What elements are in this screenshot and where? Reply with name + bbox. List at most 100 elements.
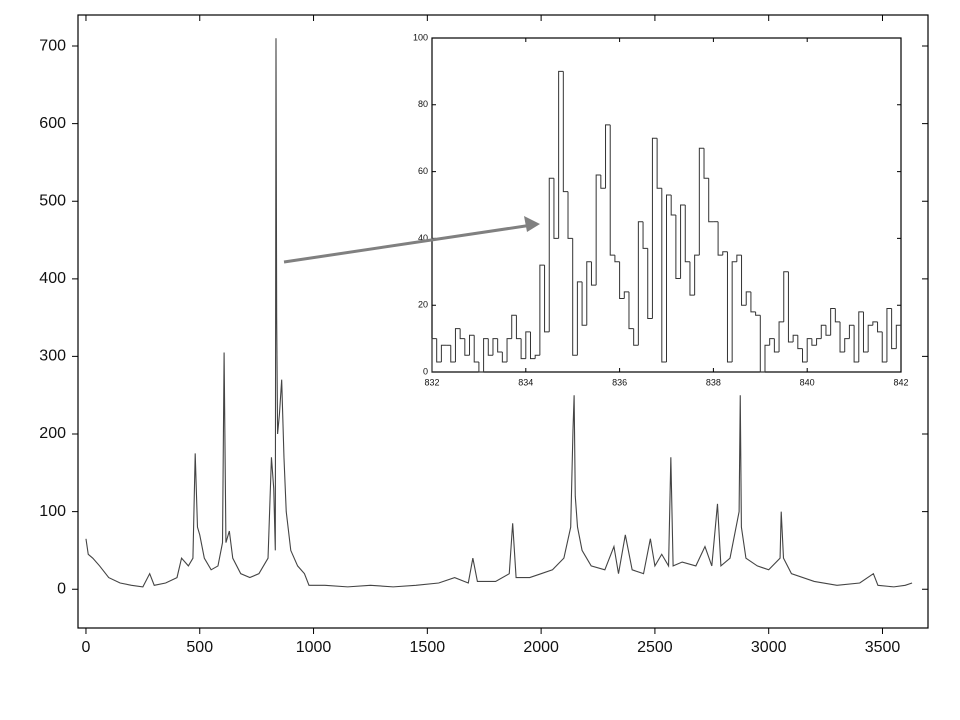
histogram-step	[558, 70, 564, 239]
histogram-step	[778, 321, 784, 352]
y-tick-label: 200	[39, 425, 66, 442]
histogram-step	[454, 328, 461, 362]
histogram-step	[703, 148, 709, 179]
histogram-step	[769, 338, 775, 346]
histogram-step	[881, 331, 887, 363]
histogram-step	[731, 261, 737, 362]
histogram-step	[619, 261, 625, 300]
histogram-step	[590, 261, 597, 286]
histogram-step	[872, 321, 878, 326]
y-tick-label: 20	[418, 300, 428, 310]
histogram-step	[595, 174, 601, 286]
histogram-step	[459, 328, 465, 340]
histogram-step	[853, 325, 859, 363]
histogram-step	[600, 174, 606, 189]
x-tick-label: 836	[612, 377, 627, 387]
x-tick-label: 3000	[751, 639, 787, 656]
histogram-step	[614, 255, 620, 263]
y-tick-label: 700	[39, 37, 66, 54]
histogram-step	[787, 271, 794, 343]
histogram-step	[553, 178, 559, 239]
histogram-step	[891, 308, 897, 350]
histogram-step	[816, 338, 822, 346]
y-tick-label: 0	[57, 580, 66, 597]
histogram-step	[848, 324, 855, 339]
histogram-step	[623, 291, 629, 299]
histogram-step	[750, 291, 756, 313]
y-tick-label: 300	[39, 348, 66, 365]
histogram-step	[529, 331, 536, 360]
histogram-step	[539, 264, 545, 356]
histogram-step	[633, 328, 639, 346]
histogram-step	[436, 338, 442, 363]
x-tick-label: 832	[424, 377, 439, 387]
histogram-step	[478, 361, 484, 373]
histogram-step	[670, 194, 676, 216]
histogram-step	[515, 315, 522, 340]
spectrum-line	[85, 38, 913, 588]
y-tick-label: 40	[418, 233, 428, 243]
histogram-step	[862, 311, 869, 353]
histogram-step	[637, 221, 644, 346]
histogram-step	[698, 147, 705, 256]
histogram-step	[741, 255, 747, 306]
y-tick-label: 500	[39, 192, 66, 209]
zoom-arrow	[283, 216, 540, 264]
histogram-step	[825, 325, 831, 336]
histogram-step	[450, 345, 456, 363]
histogram-step	[492, 338, 498, 356]
histogram-step	[544, 265, 550, 333]
histogram-step	[886, 308, 892, 362]
histogram-step	[501, 351, 508, 363]
histogram-step	[802, 348, 808, 363]
histogram-step	[759, 315, 765, 373]
histogram-step	[811, 338, 817, 346]
histogram-step	[562, 71, 569, 193]
y-tick-label: 0	[423, 366, 428, 376]
histogram-step	[661, 188, 667, 363]
histogram-step	[867, 324, 873, 352]
x-tick-label: 3500	[865, 639, 901, 656]
histogram-step	[806, 338, 812, 362]
y-tick-label: 100	[413, 32, 428, 42]
histogram-step	[755, 311, 761, 316]
histogram-step	[647, 248, 653, 320]
histogram-step	[511, 314, 517, 339]
histogram-step	[844, 338, 850, 352]
x-tick-label: 1000	[296, 639, 332, 656]
histogram-step	[609, 124, 615, 256]
arrow-head	[524, 216, 540, 232]
histogram-step	[628, 291, 634, 330]
histogram-step	[487, 338, 493, 356]
histogram-step	[581, 281, 587, 326]
histogram-step	[497, 338, 503, 353]
histogram-step	[431, 338, 437, 372]
histogram-step	[722, 251, 728, 256]
x-tick-label: 842	[893, 377, 908, 387]
histogram-step	[440, 344, 447, 362]
x-tick-label: 838	[706, 377, 721, 387]
histogram-step	[783, 271, 789, 322]
arrow-shaft	[283, 223, 533, 264]
x-tick-label: 0	[82, 639, 91, 656]
histogram-step	[839, 321, 845, 353]
histogram-step	[858, 311, 864, 362]
histogram-step	[684, 205, 690, 263]
y-tick-label: 600	[39, 115, 66, 132]
histogram-step	[792, 334, 798, 342]
histogram-step	[717, 221, 723, 256]
inset-plot: 832 834 836 838 840 842 0 20 40 60 80 100	[413, 32, 909, 387]
y-tick-label: 400	[39, 270, 66, 287]
histogram-step	[666, 194, 672, 362]
histogram-step	[548, 177, 554, 332]
histogram-step	[567, 191, 573, 239]
histogram-step	[680, 204, 686, 279]
histogram-step	[797, 335, 803, 350]
histogram-step	[576, 281, 583, 356]
histogram-step	[675, 215, 681, 279]
histogram-step	[820, 324, 826, 339]
histogram-step	[708, 178, 714, 223]
histogram-step	[520, 338, 526, 360]
x-tick-label: 2500	[637, 639, 673, 656]
